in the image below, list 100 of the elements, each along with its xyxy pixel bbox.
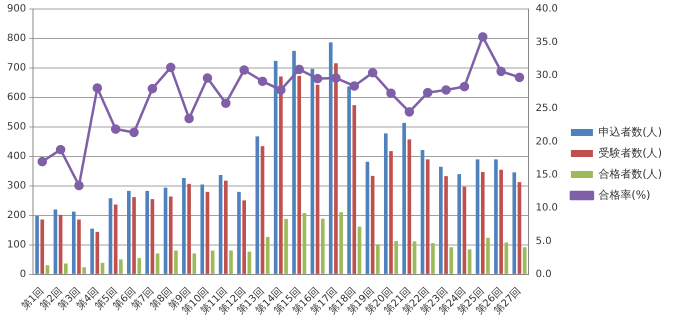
bar xyxy=(237,192,241,274)
bar xyxy=(420,150,424,274)
bar xyxy=(96,232,100,274)
point xyxy=(56,144,66,154)
bar xyxy=(54,210,58,274)
bar xyxy=(164,188,168,274)
bar xyxy=(46,265,50,274)
bar xyxy=(316,84,320,274)
bar xyxy=(242,200,246,274)
y-tick-label: 300 xyxy=(6,180,26,192)
point xyxy=(239,65,249,75)
point xyxy=(202,73,212,83)
bar xyxy=(518,182,522,274)
bar xyxy=(224,180,228,274)
point xyxy=(276,85,286,95)
bar xyxy=(444,176,448,274)
bar xyxy=(137,258,142,274)
y2-tick-label: 5.0 xyxy=(536,236,552,247)
bar xyxy=(352,105,356,274)
y2-tick-label: 30.0 xyxy=(536,70,558,81)
point xyxy=(166,62,176,72)
point xyxy=(184,114,194,124)
bar xyxy=(192,253,196,274)
bar xyxy=(168,196,173,274)
bar xyxy=(218,175,222,274)
bar xyxy=(260,146,264,274)
bar xyxy=(376,244,380,274)
bar xyxy=(366,162,370,274)
bar xyxy=(187,184,191,274)
bar xyxy=(210,250,214,274)
point xyxy=(368,68,378,78)
bar xyxy=(426,159,430,274)
bar xyxy=(494,159,498,274)
y2-tick-label: 10.0 xyxy=(536,202,558,214)
point xyxy=(350,81,360,91)
bar xyxy=(408,139,412,274)
bar xyxy=(449,247,454,274)
bar xyxy=(284,218,288,274)
point xyxy=(92,83,102,93)
point xyxy=(38,156,48,166)
y2-tick-label: 15.0 xyxy=(536,169,558,180)
y-tick-label: 100 xyxy=(6,239,26,250)
point xyxy=(258,76,268,86)
bar xyxy=(114,204,118,274)
point xyxy=(496,66,506,76)
bar xyxy=(412,241,416,274)
bar xyxy=(334,63,338,274)
bar xyxy=(90,228,94,274)
bar xyxy=(462,186,466,274)
bar xyxy=(512,172,516,274)
point xyxy=(221,98,231,108)
bar xyxy=(58,214,62,274)
bar xyxy=(339,212,343,274)
legend-label: 合格率(%) xyxy=(598,188,650,202)
bar xyxy=(297,76,302,274)
legend-label: 合格者数(人) xyxy=(598,167,662,180)
legend-label: 受験者数(人) xyxy=(598,146,662,160)
bar xyxy=(132,197,136,274)
legend-label: 申込者数(人) xyxy=(598,125,662,138)
bar xyxy=(100,262,104,274)
bar xyxy=(480,172,485,274)
point xyxy=(110,124,120,134)
point xyxy=(460,82,470,92)
y-tick-label: 500 xyxy=(6,122,26,133)
bar xyxy=(40,220,44,274)
bar xyxy=(476,159,480,274)
bar xyxy=(486,238,490,274)
bar xyxy=(206,192,210,274)
bar xyxy=(229,250,233,274)
bar xyxy=(127,190,131,274)
bar xyxy=(504,242,508,274)
y-tick-label: 400 xyxy=(6,151,26,162)
bar xyxy=(35,216,39,274)
point xyxy=(294,64,304,74)
point xyxy=(404,107,414,117)
bar xyxy=(358,226,362,274)
y-tick-label: 0 xyxy=(20,268,26,280)
bar xyxy=(347,86,351,274)
y2-tick-label: 25.0 xyxy=(536,103,558,114)
bar xyxy=(119,259,123,274)
point xyxy=(312,74,322,84)
bar xyxy=(156,253,160,274)
point xyxy=(331,73,341,83)
bar xyxy=(77,220,81,274)
y-tick-label: 700 xyxy=(6,62,26,74)
y2-tick-label: 20.0 xyxy=(536,136,558,148)
bar xyxy=(200,184,204,274)
bar xyxy=(302,213,306,274)
point xyxy=(422,88,432,98)
point xyxy=(441,85,451,95)
point xyxy=(386,88,396,98)
bar xyxy=(174,250,178,274)
bar xyxy=(145,190,150,274)
bar xyxy=(457,174,462,274)
y2-tick-label: 35.0 xyxy=(536,36,558,48)
bar xyxy=(248,252,252,274)
bar xyxy=(320,218,325,274)
point xyxy=(74,180,84,190)
bar xyxy=(328,42,333,274)
bar xyxy=(389,151,393,274)
